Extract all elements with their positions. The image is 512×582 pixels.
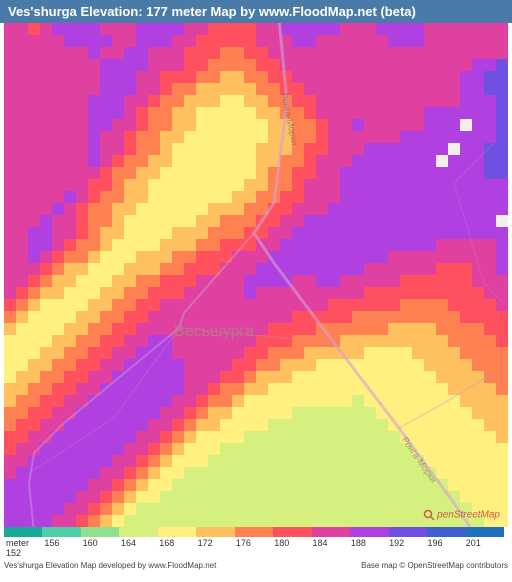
place-label: Весьшурга: [174, 323, 254, 341]
legend-labels: meter 1521561601641681721761801841881921…: [4, 538, 504, 558]
osm-watermark: penStreetMap: [423, 509, 500, 521]
footer: Ves'shurga Elevation Map developed by ww…: [4, 561, 508, 570]
roads-overlay: [4, 23, 508, 527]
legend-color-bar: [4, 527, 504, 537]
attribution-left: Ves'shurga Elevation Map developed by ww…: [4, 561, 216, 570]
attribution-right: Base map © OpenStreetMap contributors: [361, 561, 508, 570]
magnifier-icon: [423, 509, 435, 521]
elevation-legend: meter 1521561601641681721761801841881921…: [4, 527, 508, 558]
page-title: Ves'shurga Elevation: 177 meter Map by w…: [0, 0, 512, 23]
map-area: Весьшурга Ронга-Морки Ронга-Морки penStr…: [4, 23, 508, 527]
